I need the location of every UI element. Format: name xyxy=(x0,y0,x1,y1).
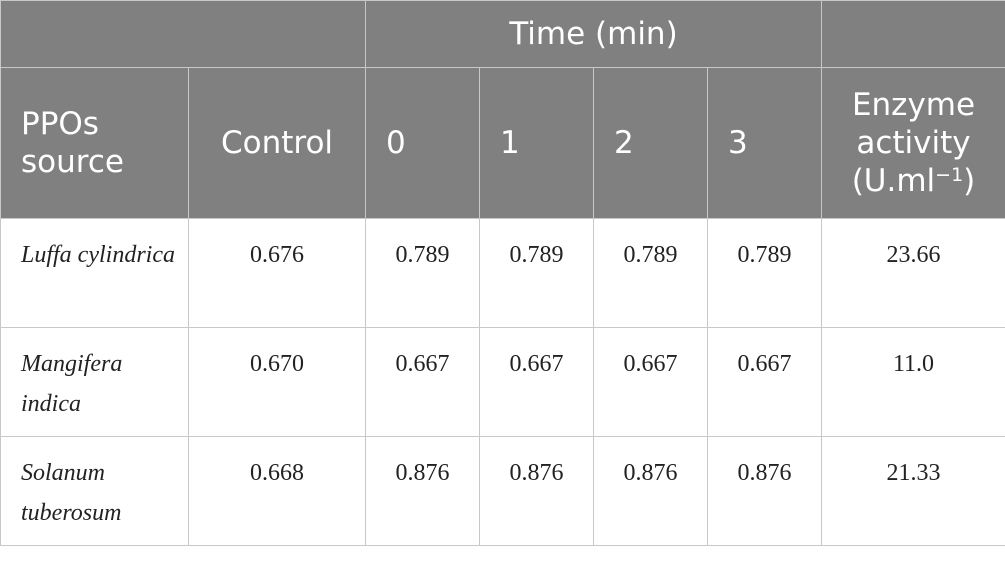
cell: 0.876 xyxy=(365,436,480,546)
cell: 11.0 xyxy=(821,327,1005,437)
cell: 0.876 xyxy=(707,436,822,546)
header-cell: Enzyme activity (U.ml−1) xyxy=(821,67,1005,219)
cell: 23.66 xyxy=(821,218,1005,328)
cell: 0.667 xyxy=(365,327,480,437)
cell: 0.789 xyxy=(593,218,708,328)
header-cell: 3 xyxy=(707,67,822,219)
header-cell: Control xyxy=(188,67,366,219)
row-label: Mangifera indica xyxy=(0,327,189,437)
cell: 0.676 xyxy=(188,218,366,328)
header-text: Enzyme activity (U.ml xyxy=(851,87,976,199)
cell: 0.789 xyxy=(365,218,480,328)
row-label: Solanum tuberosum xyxy=(0,436,189,546)
header-row: PPOs source Control 0 1 2 3 Enzyme activ… xyxy=(0,67,1005,219)
cell: 0.876 xyxy=(593,436,708,546)
superscript: −1 xyxy=(935,164,964,186)
table-row: Mangifera indica 0.670 0.667 0.667 0.667 0.66… xyxy=(0,327,1005,437)
header-cell: 2 xyxy=(593,67,708,219)
cell: 0.789 xyxy=(479,218,594,328)
cell: 0.667 xyxy=(707,327,822,437)
row-label: Luffa cylindrica xyxy=(0,218,189,328)
cell: 0.876 xyxy=(479,436,594,546)
header-cell: 1 xyxy=(479,67,594,219)
header-cell xyxy=(821,0,1005,68)
cell: 0.667 xyxy=(593,327,708,437)
cell: 0.667 xyxy=(479,327,594,437)
table-row: Luffa cylindrica 0.676 0.789 0.789 0.789 0.78… xyxy=(0,218,1005,328)
cell: 21.33 xyxy=(821,436,1005,546)
header-group: Time (min) xyxy=(365,0,822,68)
header-row: Time (min) xyxy=(0,0,1005,68)
cell: 0.670 xyxy=(188,327,366,437)
header-cell: 0 xyxy=(365,67,480,219)
cell: 0.668 xyxy=(188,436,366,546)
header-cell: PPOs source xyxy=(0,67,189,219)
cell: 0.789 xyxy=(707,218,822,328)
header-text: ) xyxy=(963,163,976,199)
table-body: Luffa cylindrica 0.676 0.789 0.789 0.789 0.78… xyxy=(0,218,1005,546)
table-row: Solanum tuberosum 0.668 0.876 0.876 0.876 0.8… xyxy=(0,436,1005,546)
data-table: Time (min) PPOs source Control 0 1 2 3 E… xyxy=(0,0,1005,546)
header-cell xyxy=(0,0,366,68)
